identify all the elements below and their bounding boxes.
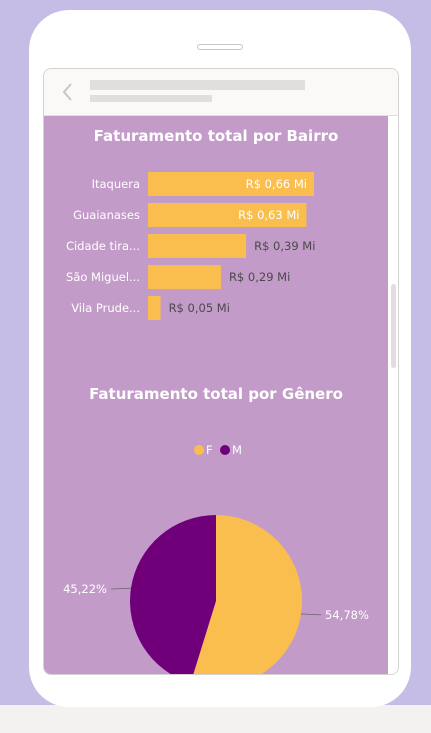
bar-data-label: R$ 0,05 Mi — [169, 301, 230, 315]
pie-chart: F M54,78%45,22% — [63, 443, 369, 674]
phone-frame: Faturamento total por Bairro Itaquera R$ … — [29, 10, 411, 707]
pie-data-label: 54,78% — [325, 608, 369, 622]
bar-category-label: São Miguel... — [66, 270, 140, 284]
report-header — [44, 69, 398, 116]
phone-speaker — [197, 44, 243, 50]
pie-leader-line — [110, 587, 131, 590]
scrollbar[interactable] — [388, 116, 398, 674]
pie-slice[interactable] — [191, 515, 302, 674]
report-subtitle-placeholder — [90, 95, 212, 102]
report-title-placeholder — [90, 80, 305, 90]
legend-label[interactable]: F — [206, 443, 213, 457]
bar-category-label: Guaianases — [73, 208, 140, 222]
bar-category-label: Itaquera — [92, 177, 140, 191]
bar-data-label: R$ 0,63 Mi — [238, 208, 299, 222]
bar-chart-title: Faturamento total por Bairro — [93, 127, 339, 145]
pie-slice[interactable] — [130, 515, 216, 674]
bar[interactable] — [148, 265, 221, 289]
legend-marker[interactable] — [220, 445, 230, 455]
pie-chart-title: Faturamento total por Gênero — [89, 385, 343, 403]
bar-data-label: R$ 0,66 Mi — [246, 177, 307, 191]
page-bottom-band — [0, 705, 431, 733]
bar-category-label: Cidade tira... — [66, 239, 140, 253]
bar-data-label: R$ 0,29 Mi — [229, 270, 290, 284]
bar[interactable] — [148, 203, 307, 227]
chevron-left-icon[interactable] — [60, 82, 76, 102]
legend-marker[interactable] — [194, 445, 204, 455]
phone-screen: Faturamento total por Bairro Itaquera R$ … — [43, 68, 399, 675]
scrollbar-thumb[interactable] — [391, 284, 396, 368]
report-canvas: Faturamento total por Bairro Itaquera R$ … — [44, 116, 388, 674]
legend-label[interactable]: M — [232, 443, 242, 457]
bar[interactable] — [148, 296, 161, 320]
bar-category-label: Vila Prude... — [71, 301, 140, 315]
pie-data-label: 45,22% — [63, 582, 107, 596]
bar-data-label: R$ 0,39 Mi — [254, 239, 315, 253]
bar[interactable] — [148, 234, 247, 258]
bar[interactable] — [148, 172, 314, 196]
bar-chart: Itaquera R$ 0,66 Mi Guaianases R$ 0,63 Mi Ci… — [66, 172, 315, 320]
pie-leader-line — [301, 613, 322, 616]
